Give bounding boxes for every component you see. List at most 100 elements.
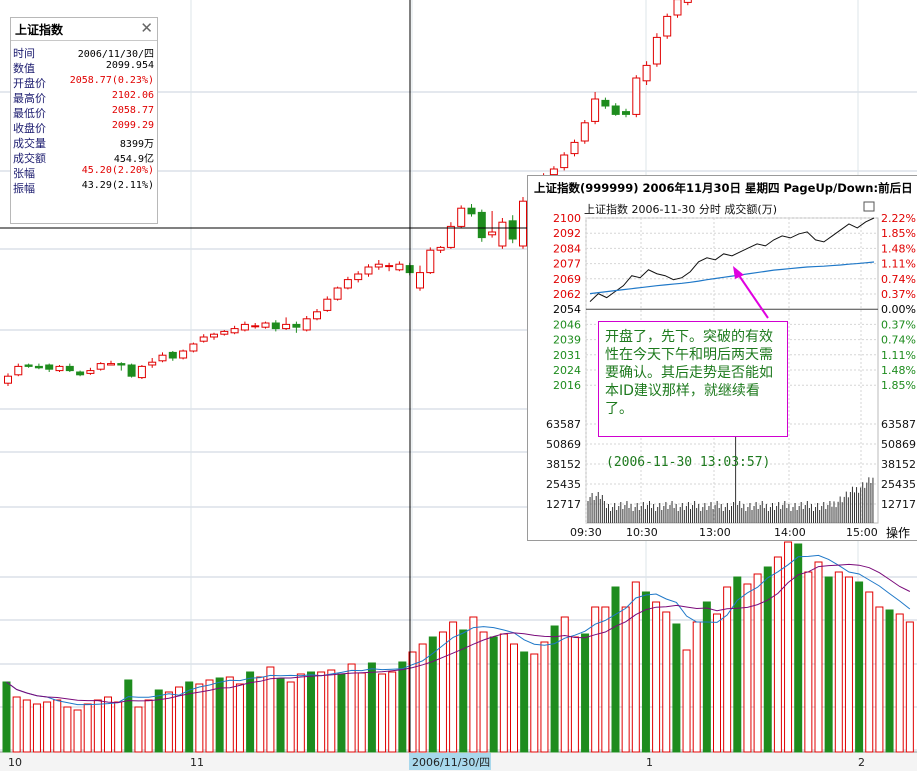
info-label: 最高价 [13, 92, 46, 105]
candle-body [652, 36, 661, 65]
volume-bar [246, 671, 255, 753]
time-label: 10:30 [626, 526, 658, 539]
volume-bar [114, 701, 123, 753]
volume-bar [164, 691, 173, 753]
volume-bar [763, 566, 772, 753]
intraday-subheader: 上证指数 2006-11-30 分时 成交额(万) [584, 202, 777, 216]
candle-body [199, 336, 208, 342]
price-label: 2016 [553, 379, 581, 392]
date-label: 1 [646, 756, 653, 769]
time-label: 14:00 [774, 526, 806, 539]
price-label: 2039 [553, 334, 581, 347]
volume-bar [875, 606, 884, 753]
candle-body [683, 0, 692, 3]
volume-ma-blue [6, 554, 911, 706]
volume-bar [885, 609, 894, 753]
info-value: 2099.29 [111, 120, 154, 131]
volume-bar [662, 611, 671, 753]
info-value: 2058.77(0.23%) [69, 75, 154, 86]
volume-bar [367, 662, 376, 753]
info-row: 时间 2006/11/30/四 [11, 45, 157, 60]
candle-body [560, 154, 569, 169]
operate-button[interactable]: 操作 [886, 526, 911, 540]
volume-bar [205, 679, 214, 753]
toggle-icon [863, 201, 875, 212]
candle-body [611, 105, 620, 115]
annotation-arrow-line [737, 273, 769, 319]
candle-body [168, 351, 177, 359]
volume-label: 38152 [546, 458, 581, 471]
pct-label: 1.85% [881, 379, 916, 392]
candle-body [240, 323, 249, 331]
info-row: 成交量 8399万 [11, 135, 157, 150]
close-icon[interactable]: ✕ [140, 19, 153, 37]
volume-bar [296, 673, 305, 753]
candle-body [467, 207, 476, 215]
candle-body [220, 330, 229, 335]
volume-bar [784, 541, 793, 753]
volume-bar [154, 689, 163, 753]
candle-body [271, 322, 280, 330]
volume-bar [43, 701, 52, 753]
volume-bar [489, 636, 498, 753]
candle-body [354, 273, 363, 281]
volume-bar [591, 606, 600, 753]
candle-body [333, 287, 342, 300]
volume-bar [398, 661, 407, 753]
info-row: 振幅 43.29(2.11%) [11, 180, 157, 195]
info-row: 数值 2099.954 [11, 60, 157, 75]
volume-bar [723, 586, 732, 753]
volume-bar [317, 671, 326, 753]
info-row: 开盘价 2058.77(0.23%) [11, 75, 157, 90]
volume-bar [276, 678, 285, 753]
date-label: 11 [190, 756, 204, 769]
time-label: 13:00 [699, 526, 731, 539]
price-label: 2077 [553, 258, 581, 271]
volume-label-right: 25435 [881, 478, 916, 491]
volume-bar [256, 676, 265, 753]
volume-bar [672, 623, 681, 753]
info-label: 振幅 [13, 182, 35, 195]
volume-bar [692, 621, 701, 753]
info-value: 2006/11/30/四 [77, 49, 154, 60]
candle-body [457, 207, 466, 227]
volume-bar [621, 606, 630, 753]
candle-body [673, 0, 682, 16]
candle-body [591, 98, 600, 122]
volume-bar [865, 591, 874, 753]
volume-bar [469, 616, 478, 753]
volume-bar [144, 699, 153, 753]
volume-bar [641, 591, 650, 753]
volume-bar [225, 676, 234, 753]
candle-body [323, 298, 332, 311]
volume-bar [266, 666, 275, 753]
volume-bar [855, 581, 864, 753]
volume-bar [134, 706, 143, 753]
candle-body [292, 323, 301, 328]
volume-label: 63587 [546, 418, 581, 431]
volume-bar [32, 703, 41, 753]
volume-bar [824, 576, 833, 753]
volume-bar [22, 699, 31, 753]
volume-bar [53, 699, 62, 753]
price-label: 2062 [553, 288, 581, 301]
info-value: 2102.06 [111, 90, 154, 101]
volume-bar [459, 629, 468, 753]
candle-body [374, 263, 383, 268]
volume-bar [631, 581, 640, 753]
candle-body [189, 343, 198, 352]
candle-body [76, 371, 85, 376]
info-panel-header: 上证指数 ✕ [11, 18, 157, 41]
candle-body [364, 266, 373, 275]
volume-bar [175, 686, 184, 753]
candle-body [632, 77, 641, 115]
volume-bar [834, 571, 843, 753]
pct-label: 1.48% [881, 242, 916, 255]
volume-bar [733, 576, 742, 753]
volume-bar [418, 643, 427, 753]
pct-label: 0.37% [881, 288, 916, 301]
info-row: 成交额 454.9亿 [11, 150, 157, 165]
candle-body [622, 111, 630, 115]
price-label: 2024 [553, 364, 581, 377]
